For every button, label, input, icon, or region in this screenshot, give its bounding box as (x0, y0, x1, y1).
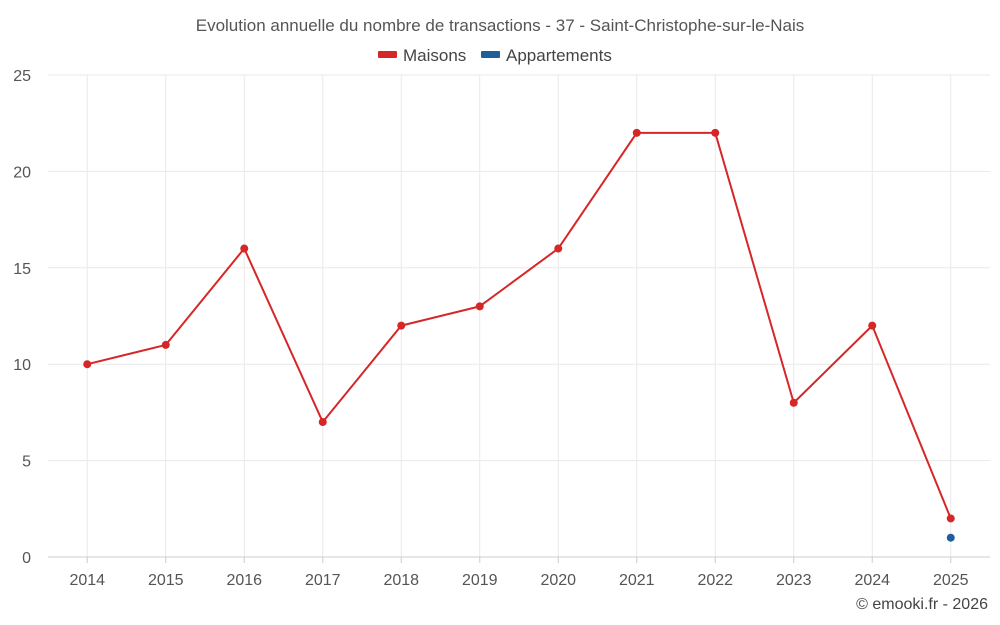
x-tick-label: 2025 (933, 572, 969, 589)
credit-text: © emooki.fr - 2026 (856, 596, 988, 613)
data-point-maisons[interactable] (240, 244, 249, 253)
y-tick-label: 15 (13, 261, 31, 278)
data-point-maisons[interactable] (789, 398, 798, 407)
x-tick-label: 2015 (148, 572, 184, 589)
x-tick-label: 2018 (383, 572, 419, 589)
chart-title: Evolution annuelle du nombre de transact… (196, 16, 805, 35)
y-tick-label: 0 (22, 550, 31, 567)
x-tick-label: 2020 (540, 572, 576, 589)
data-point-maisons[interactable] (397, 321, 406, 330)
data-point-maisons[interactable] (161, 340, 170, 349)
data-point-maisons[interactable] (83, 360, 92, 369)
y-tick-label: 25 (13, 68, 31, 85)
y-tick-label: 10 (13, 357, 31, 374)
x-tick-label: 2021 (619, 572, 655, 589)
x-tick-label: 2022 (697, 572, 733, 589)
series (83, 128, 955, 542)
y-tick-label: 20 (13, 164, 31, 181)
data-point-maisons[interactable] (632, 128, 641, 137)
legend-item-appartements[interactable]: Appartements (481, 46, 612, 65)
data-point-appartements[interactable] (946, 533, 955, 542)
data-point-maisons[interactable] (868, 321, 877, 330)
legend-swatch-appartements (481, 51, 500, 58)
legend: Maisons Appartements (378, 46, 612, 65)
series-line-maisons (87, 131, 952, 519)
x-tick-label: 2017 (305, 572, 341, 589)
legend-swatch-maisons (378, 51, 397, 58)
y-tick-label: 5 (22, 454, 31, 471)
legend-label-maisons: Maisons (403, 46, 466, 65)
data-point-maisons[interactable] (475, 302, 484, 311)
grid (48, 74, 990, 557)
x-tick-label: 2019 (462, 572, 498, 589)
legend-label-appartements: Appartements (506, 46, 612, 65)
x-tick-label: 2023 (776, 572, 812, 589)
x-tick-label: 2024 (854, 572, 890, 589)
data-point-maisons[interactable] (318, 418, 327, 427)
x-tick-label: 2016 (226, 572, 262, 589)
data-point-maisons[interactable] (946, 514, 955, 523)
data-point-maisons[interactable] (554, 244, 563, 253)
x-tick-label: 2014 (69, 572, 105, 589)
legend-item-maisons[interactable]: Maisons (378, 46, 466, 65)
data-point-maisons[interactable] (711, 128, 720, 137)
